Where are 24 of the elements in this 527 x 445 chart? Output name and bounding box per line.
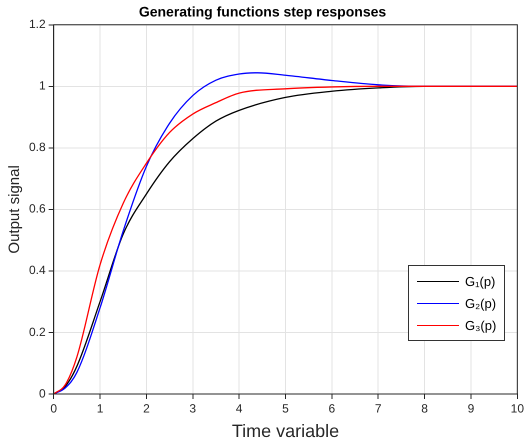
x-tick-label: 4 xyxy=(236,402,243,416)
legend-label: G₃(p) xyxy=(465,318,496,332)
x-tick-label: 1 xyxy=(96,402,104,416)
x-tick-label: 3 xyxy=(189,402,196,416)
y-tick-label: 1 xyxy=(38,78,46,93)
chart-title: Generating functions step responses xyxy=(138,3,386,20)
y-tick-label: 0 xyxy=(38,386,46,400)
y-tick-label: 0.4 xyxy=(28,263,46,278)
x-tick-label: 2 xyxy=(143,402,150,416)
x-tick-label: 5 xyxy=(282,402,290,416)
x-tick-label: 0 xyxy=(50,402,58,416)
x-axis-title: Time variable xyxy=(232,421,340,442)
y-tick-label: 0.6 xyxy=(28,202,46,216)
y-tick-label: 1.2 xyxy=(28,17,46,32)
x-tick-label: 7 xyxy=(374,402,382,416)
legend-label: G₁(p) xyxy=(465,274,496,288)
y-tick-label: 0.8 xyxy=(28,140,46,154)
y-axis-title: Output signal xyxy=(6,165,24,254)
x-tick-label: 6 xyxy=(328,402,336,416)
y-tick-label: 0.2 xyxy=(28,324,46,339)
x-tick-label: 8 xyxy=(421,402,428,416)
x-tick-label: 9 xyxy=(468,402,475,416)
x-tick-label: 10 xyxy=(510,402,524,416)
legend-label: G₂(p) xyxy=(465,296,496,310)
